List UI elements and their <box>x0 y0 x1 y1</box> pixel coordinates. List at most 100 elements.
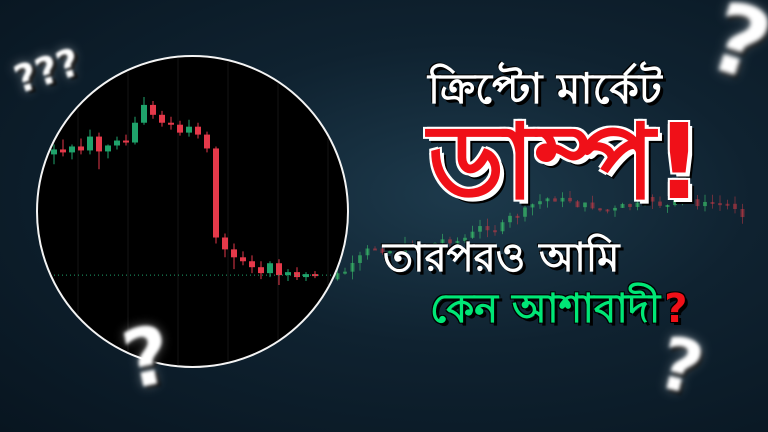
bg-candle-body <box>515 215 520 218</box>
candlestick-chart-circle <box>36 55 349 368</box>
bg-candle-body <box>643 197 647 203</box>
candle <box>213 146 219 244</box>
bg-candle-body <box>373 248 377 251</box>
headline-line-4-text: কেন আশাবাদী <box>430 286 661 332</box>
candle-body <box>123 140 129 143</box>
candle-body <box>78 146 84 151</box>
candle <box>132 116 138 145</box>
bg-candle-body <box>628 204 632 207</box>
candle-body <box>213 148 219 238</box>
candle-body <box>195 126 201 135</box>
bg-candle-body <box>433 242 437 247</box>
candle <box>258 261 264 280</box>
candlestick-chart <box>38 57 347 366</box>
bg-candle-body <box>530 204 535 208</box>
bg-candle-body <box>350 262 355 272</box>
candle-body <box>258 267 264 274</box>
candle <box>303 272 309 282</box>
bg-candle-body <box>358 255 362 263</box>
candle-body <box>159 114 165 123</box>
candle-body <box>240 257 246 262</box>
candle-body <box>87 136 93 151</box>
headline-question-mark: ? <box>664 286 688 332</box>
bg-candle-body <box>523 207 527 217</box>
bg-candle-body <box>553 198 557 202</box>
bg-candle-body <box>590 202 595 209</box>
bg-candle-body <box>343 271 347 274</box>
candle <box>105 144 111 159</box>
bg-candle-body <box>395 251 400 254</box>
bg-candle-body <box>680 198 685 201</box>
bg-candle-body <box>613 207 617 211</box>
candle-body <box>150 104 156 115</box>
candle <box>249 255 255 274</box>
headline-line-4: কেন আশাবাদী? <box>430 289 687 329</box>
candle <box>177 120 183 136</box>
bg-candle-body <box>575 201 580 208</box>
candle-body <box>105 145 111 152</box>
bg-candle-body <box>568 197 572 202</box>
candle <box>186 119 192 137</box>
candle <box>141 97 147 125</box>
bg-candle-body <box>733 203 737 210</box>
headline-line-1: ক্রিপ্টো মার্কেট <box>428 64 662 113</box>
candle <box>159 110 165 127</box>
candle-body <box>222 237 228 250</box>
bg-candle-body <box>493 230 497 233</box>
bg-candle-body <box>673 200 677 206</box>
bg-candle-body <box>500 222 505 232</box>
candle-body <box>114 140 120 146</box>
candle <box>87 129 93 155</box>
bg-candle-body <box>725 203 730 206</box>
bg-candle-body <box>695 199 700 207</box>
candle-body <box>177 124 183 133</box>
bg-candle-body <box>560 197 565 202</box>
bg-candle-body <box>545 198 550 202</box>
bg-candle-body <box>658 201 662 206</box>
candle <box>195 122 201 139</box>
bg-candle-body <box>463 237 467 241</box>
bg-candle-body <box>650 197 655 202</box>
candle <box>168 116 174 130</box>
candle-body <box>285 272 291 276</box>
bg-candle-body <box>335 273 340 280</box>
bg-candle-body <box>740 209 745 218</box>
candle-body <box>168 122 174 125</box>
candle-body <box>267 263 273 274</box>
candle-body <box>51 149 57 155</box>
bg-candle-body <box>703 201 707 207</box>
candle-body <box>141 104 147 123</box>
bg-candle-body <box>620 204 625 208</box>
bg-candle-body <box>388 251 392 254</box>
bg-candle-body <box>718 203 722 206</box>
bg-candle-body <box>605 209 610 212</box>
candle-body <box>69 146 75 153</box>
bg-candle-body <box>448 239 452 244</box>
candle <box>285 269 291 282</box>
candle <box>69 144 75 160</box>
headline-line-3: তারপরও আমি <box>383 235 620 281</box>
bg-candle-body <box>380 248 385 253</box>
candle <box>294 267 300 281</box>
bg-candle-body <box>455 240 460 244</box>
candle <box>96 132 102 170</box>
candle <box>240 251 246 266</box>
candle <box>114 136 120 150</box>
candle-body <box>249 261 255 268</box>
bg-candle-body <box>425 246 430 249</box>
candle <box>60 139 66 157</box>
bg-candle-body <box>440 239 445 243</box>
candle <box>231 243 237 270</box>
bg-candle-body <box>418 246 422 249</box>
headline-dump: ডাম্প! <box>428 101 703 223</box>
bg-candle-body <box>635 202 640 207</box>
bg-candle-body <box>365 248 370 256</box>
bg-candle-body <box>485 226 490 231</box>
bg-candle-body <box>403 244 407 253</box>
bg-candle-body <box>470 231 475 238</box>
bg-candle-body <box>538 201 542 205</box>
candle-body <box>60 149 66 153</box>
bg-candle-body <box>583 202 587 208</box>
candle <box>150 100 156 119</box>
candle <box>276 259 282 285</box>
